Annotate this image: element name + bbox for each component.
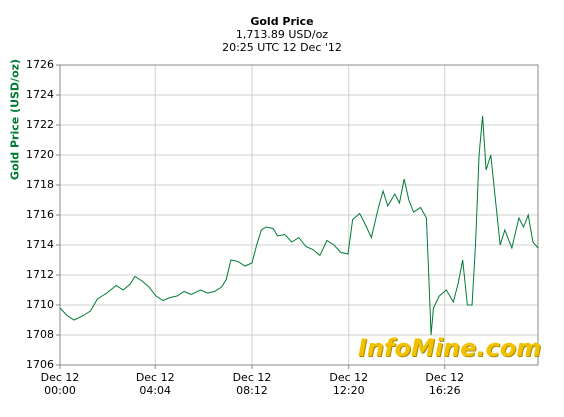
plot-border (59, 64, 539, 366)
y-tick-label: 1716 (26, 208, 54, 221)
x-tick-label: Dec 12 00:00 (40, 371, 80, 397)
x-tick-label: Dec 12 08:12 (232, 371, 272, 397)
x-tick-label: Dec 12 16:26 (425, 371, 465, 397)
y-tick-label: 1726 (26, 58, 54, 71)
y-tick-label: 1722 (26, 118, 54, 131)
y-tick-label: 1710 (26, 298, 54, 311)
x-tick-label: Dec 12 04:04 (135, 371, 175, 397)
y-tick-label: 1720 (26, 148, 54, 161)
y-tick-label: 1706 (26, 358, 54, 371)
y-tick-label: 1714 (26, 238, 54, 251)
watermark: InfoMine.com (358, 334, 542, 362)
y-tick-label: 1712 (26, 268, 54, 281)
chart-title: Gold Price (250, 15, 314, 28)
x-tick-label: Dec 12 12:20 (329, 371, 369, 397)
y-tick-label: 1718 (26, 178, 54, 191)
timestamp: 20:25 UTC 12 Dec '12 (222, 41, 342, 54)
price-line (59, 115, 539, 336)
y-tick-label: 1708 (26, 328, 54, 341)
subtitle: 1,713.89 USD/oz (235, 28, 329, 41)
y-tick-label: 1724 (26, 88, 54, 101)
